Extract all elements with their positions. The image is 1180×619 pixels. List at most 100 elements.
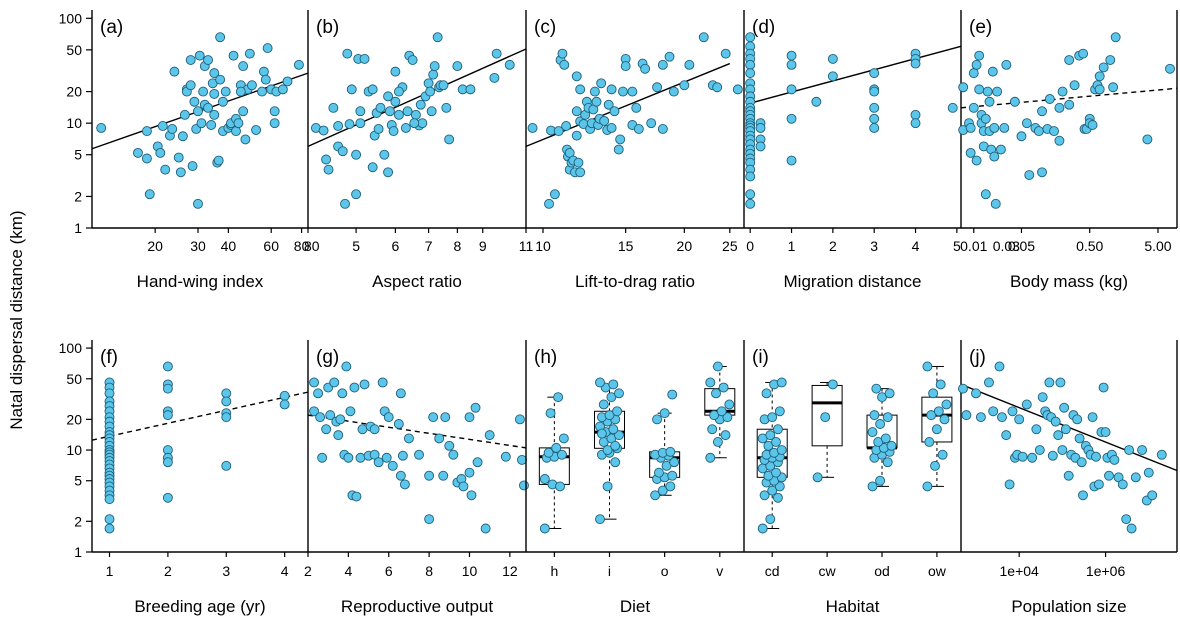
data-point — [373, 457, 384, 468]
data-point — [591, 96, 602, 107]
panel-label: (g) — [316, 347, 339, 368]
data-point — [1109, 454, 1120, 465]
data-point — [1156, 449, 1167, 460]
data-point — [215, 74, 226, 85]
data-point — [458, 481, 469, 492]
data-point — [438, 80, 449, 91]
x-tick-label: 10 — [462, 563, 478, 579]
data-point — [341, 361, 352, 372]
data-point — [448, 449, 459, 460]
data-point — [990, 198, 1001, 209]
data-point — [472, 457, 483, 468]
panel-label: (f) — [100, 347, 118, 368]
x-tick-label: 7 — [425, 238, 433, 254]
x-axis-label: Hand-wing index — [137, 272, 264, 291]
data-point — [196, 118, 207, 129]
x-tick-label: 20 — [147, 238, 163, 254]
x-tick-label: 4 — [281, 563, 289, 579]
x-tick-label: 8 — [453, 238, 461, 254]
data-point — [745, 189, 756, 200]
x-tick-label: 0.05 — [1008, 238, 1035, 254]
data-point — [1009, 96, 1020, 107]
data-point — [561, 121, 572, 131]
data-point — [869, 122, 880, 133]
data-point — [612, 406, 623, 417]
data-point — [718, 382, 729, 393]
data-point — [432, 32, 443, 43]
data-point — [235, 86, 246, 97]
data-point — [886, 440, 897, 451]
data-point — [220, 86, 231, 97]
data-point — [369, 449, 380, 460]
panel-f: 1 2 5 10 20 50 100 (f) 1 2 3 4 Breeding age (yr) — [59, 340, 309, 616]
data-point — [994, 361, 1005, 372]
data-point — [679, 80, 690, 91]
data-point — [557, 48, 568, 59]
data-point — [489, 72, 500, 83]
x-tick-label: 60 — [263, 238, 279, 254]
x-tick-label: 80 — [304, 238, 320, 254]
data-point — [745, 198, 756, 209]
x-tick-label: 30 — [190, 238, 206, 254]
data-point — [771, 467, 781, 478]
data-point — [869, 86, 880, 97]
data-point — [423, 78, 434, 89]
data-point — [1007, 406, 1018, 417]
data-point — [189, 96, 200, 107]
data-point — [504, 59, 515, 70]
data-point — [867, 481, 878, 492]
data-point — [668, 86, 679, 97]
data-point — [1063, 470, 1074, 481]
x-tick-label: 0.03 — [993, 238, 1020, 254]
data-point — [193, 198, 203, 209]
data-point — [1091, 451, 1101, 462]
data-point — [206, 120, 217, 130]
data-point — [613, 144, 624, 155]
data-point — [218, 96, 228, 107]
x-tick-label: 20 — [677, 238, 693, 254]
data-point — [1044, 377, 1055, 388]
data-point — [238, 106, 249, 117]
data-point — [975, 412, 986, 423]
data-point — [633, 124, 644, 134]
data-point — [989, 122, 1000, 133]
data-point — [772, 492, 783, 503]
data-point — [640, 63, 651, 74]
data-point — [971, 388, 981, 399]
data-point — [1087, 120, 1098, 130]
data-point — [657, 485, 668, 496]
data-point — [910, 118, 921, 129]
data-point — [466, 490, 477, 501]
x-tick-label: 5 — [352, 238, 360, 254]
data-point — [351, 189, 362, 200]
data-point — [820, 412, 831, 423]
data-point — [705, 452, 716, 463]
data-point — [980, 113, 991, 124]
x-tick-label: 3 — [222, 563, 230, 579]
data-point — [277, 84, 288, 95]
x-axis-label: Aspect ratio — [372, 272, 462, 291]
data-point — [1110, 32, 1121, 43]
data-point — [393, 86, 404, 97]
data-point — [958, 383, 968, 394]
data-point — [1094, 71, 1105, 82]
data-point — [527, 122, 538, 133]
data-point — [553, 126, 564, 137]
data-point — [1057, 445, 1068, 455]
data-point — [652, 82, 663, 93]
data-point — [424, 470, 435, 481]
data-point — [720, 48, 731, 59]
data-point — [869, 102, 880, 113]
data-point — [928, 388, 939, 399]
data-point — [441, 102, 452, 113]
data-point — [1100, 427, 1111, 438]
data-point — [279, 390, 290, 401]
data-point — [958, 82, 969, 93]
data-point — [1076, 457, 1087, 468]
data-point — [745, 171, 756, 182]
data-point — [491, 48, 502, 59]
y-tick-label: 2 — [74, 513, 82, 529]
data-point — [367, 84, 378, 95]
data-point — [599, 115, 610, 126]
data-point — [711, 388, 721, 399]
